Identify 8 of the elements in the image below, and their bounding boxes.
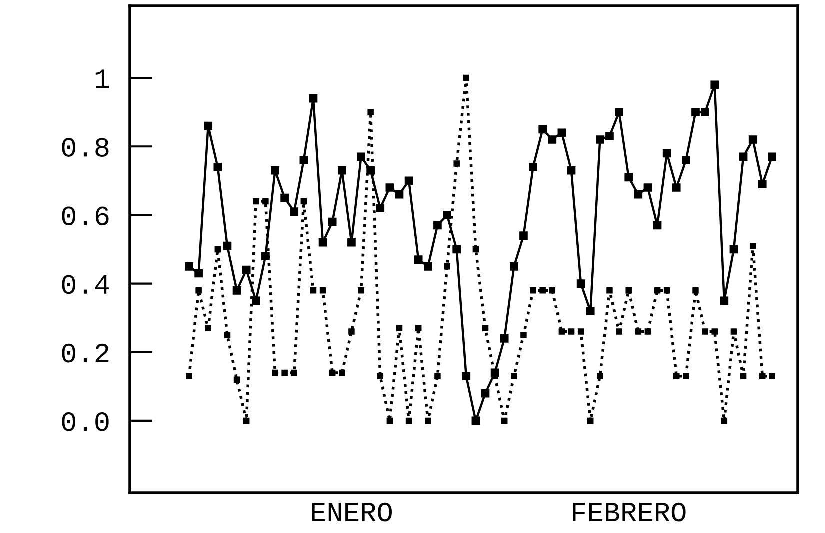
y-tick-label: 0.4	[62, 275, 110, 294]
x-tick-label: FEBRERO	[573, 502, 686, 522]
y-tick-label: 0.8	[62, 138, 109, 157]
y-tick-label: 1	[96, 70, 110, 88]
y-tick-label: 0.6	[62, 206, 109, 226]
y-tick-label: 0.2	[62, 344, 109, 363]
x-tick-label: ENERO	[312, 502, 392, 522]
y-tick-label: 0.0	[62, 412, 109, 432]
